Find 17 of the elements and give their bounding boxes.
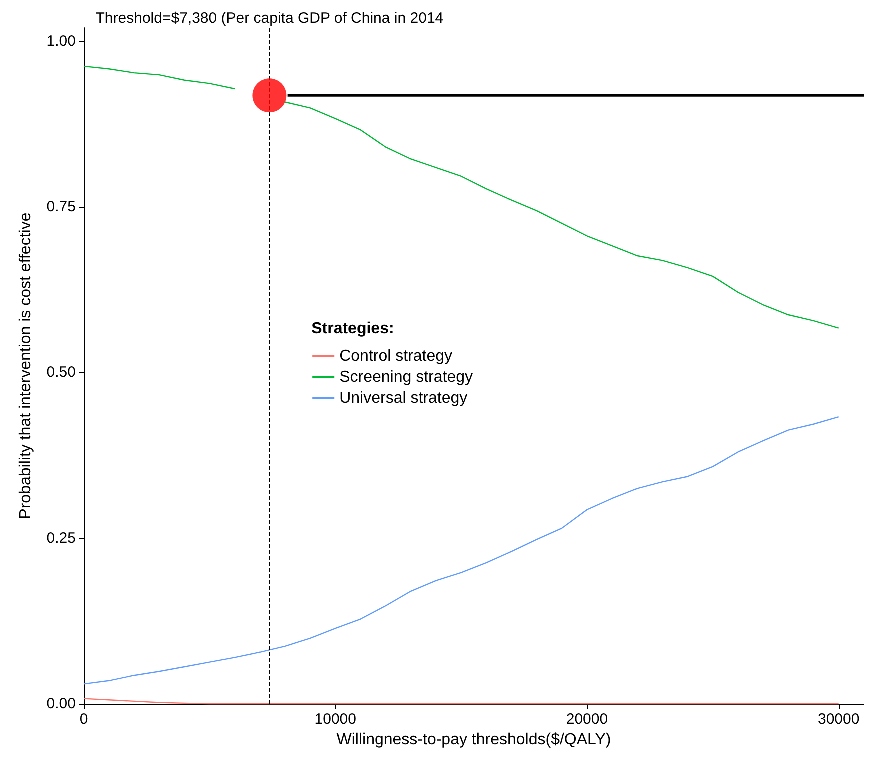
legend-label: Screening strategy: [340, 368, 474, 386]
x-tick-label: 10000: [314, 711, 356, 728]
legend-label: Universal strategy: [340, 390, 468, 407]
y-tick-label: 0.25: [46, 530, 76, 547]
x-axis-title: Willingness-to-pay thresholds($/QALY): [336, 732, 612, 748]
y-axis-title: Probability that intervention is cost effective: [18, 212, 34, 520]
legend-label: Control strategy: [340, 348, 453, 365]
x-tick-label: 0: [80, 711, 88, 728]
y-tick-label: 0.00: [46, 696, 76, 713]
line-series: [83, 416, 840, 685]
y-tick-label: 0.75: [46, 198, 76, 216]
x-tick-label: 20000: [566, 711, 608, 728]
y-tick-label: 0.50: [46, 364, 76, 382]
ref-line-label: Threshold=$7,380 (Per capita GDP of China in 2014: [96, 10, 444, 27]
y-tick-label: 1.00: [46, 32, 76, 50]
legend-title: Strategies:: [312, 320, 394, 338]
x-tick-label: 30000: [818, 711, 860, 728]
